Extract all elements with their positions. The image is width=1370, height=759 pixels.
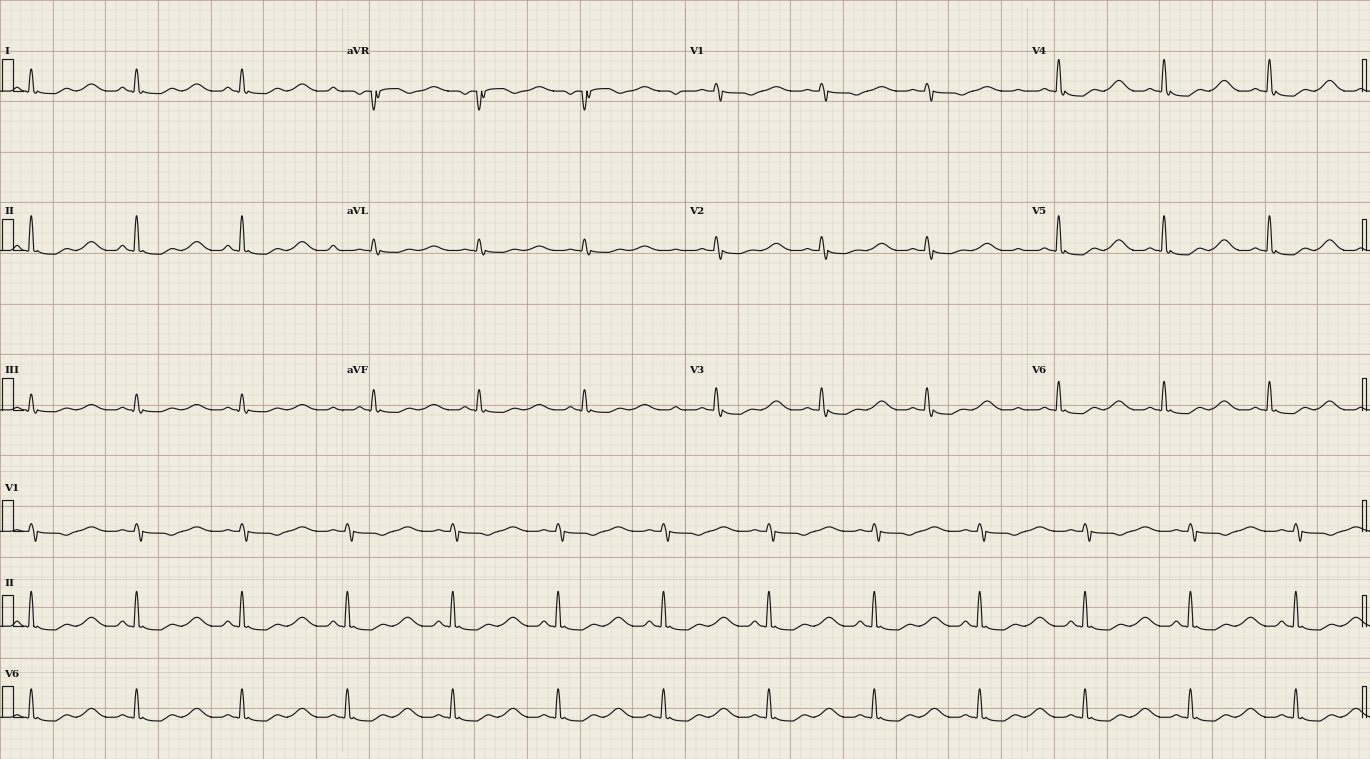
- Text: V6: V6: [4, 670, 19, 679]
- Text: aVF: aVF: [347, 366, 369, 375]
- Text: V3: V3: [689, 366, 704, 375]
- Text: II: II: [4, 206, 14, 216]
- Text: II: II: [4, 579, 14, 588]
- Text: I: I: [4, 47, 10, 56]
- Text: III: III: [4, 366, 19, 375]
- Text: V6: V6: [1032, 366, 1047, 375]
- Text: V1: V1: [689, 47, 704, 56]
- Text: aVL: aVL: [347, 206, 369, 216]
- Text: aVR: aVR: [347, 47, 370, 56]
- Text: V5: V5: [1032, 206, 1047, 216]
- Text: V1: V1: [4, 484, 19, 493]
- Text: V4: V4: [1032, 47, 1047, 56]
- Text: V2: V2: [689, 206, 704, 216]
